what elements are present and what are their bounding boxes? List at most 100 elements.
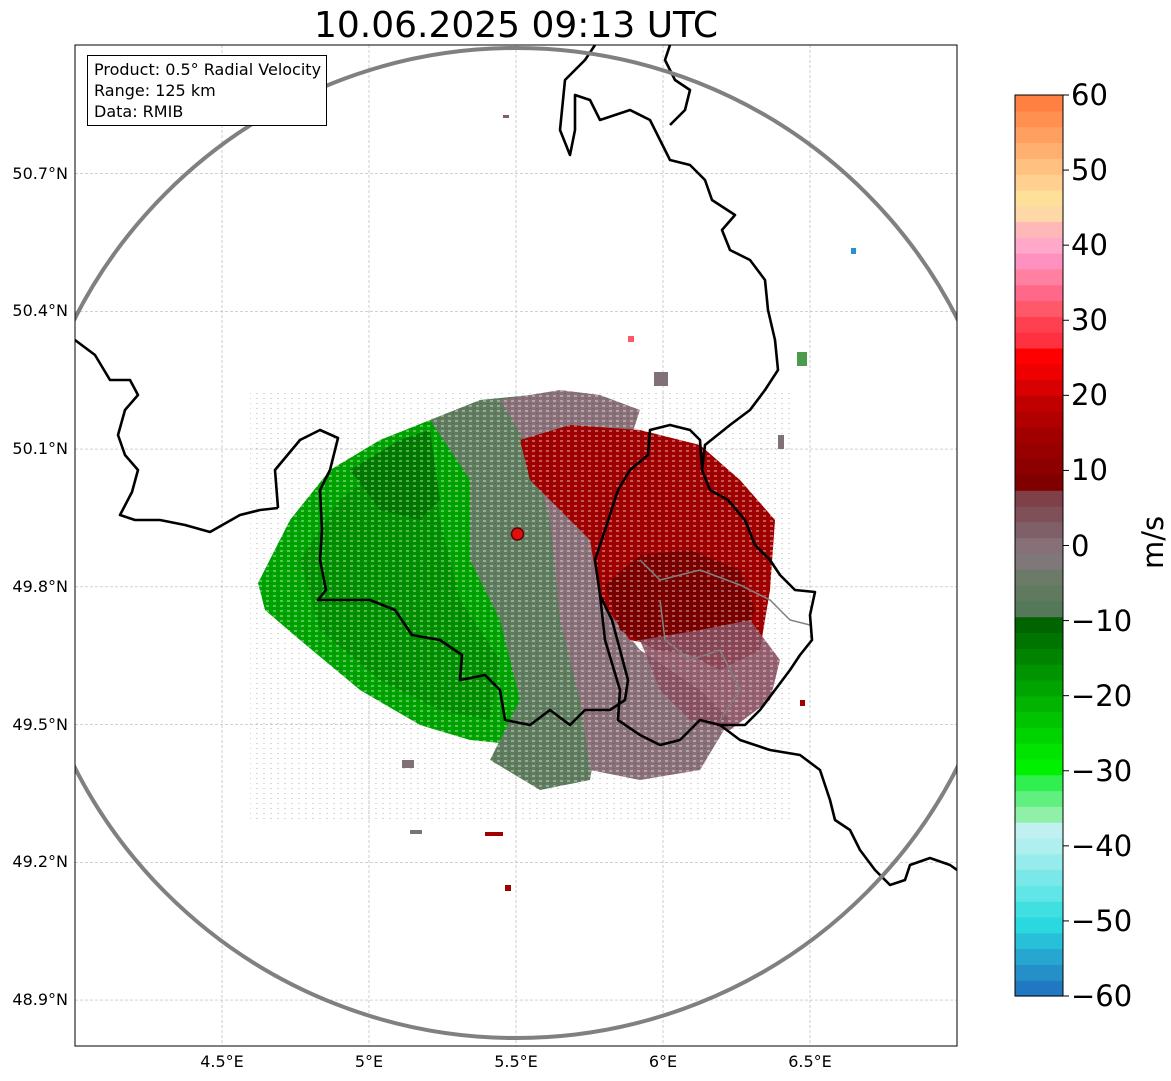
colorbar-step [1015,695,1063,713]
lat-tick-label: 49.2°N [12,852,68,872]
colorbar-step [1015,537,1063,555]
colorbar-step [1015,743,1063,760]
lat-tick-label: 48.9°N [12,990,68,1010]
colorbar-step [1015,426,1063,444]
echo-speckle [250,390,790,820]
lon-tick-label: 6°E [648,1052,678,1071]
colorbar-tick-label: 20 [1071,378,1108,413]
colorbar-tick-label: −10 [1071,603,1133,638]
borders-layer [75,45,957,1040]
colorbar-step [1015,395,1063,412]
colorbar-step [1015,363,1063,381]
colorbar-step [1015,505,1063,523]
country-border-north [75,338,279,534]
country-border-east [598,594,957,887]
colorbar-step [1015,806,1063,823]
colorbar-step [1015,332,1063,349]
colorbar-ticks [1063,94,1069,997]
map-frame [74,44,958,1047]
colorbar-step [1015,632,1063,649]
colorbar-step [1015,221,1063,238]
colorbar-step [1015,932,1063,950]
info-range: Range: 125 km [94,81,216,100]
colorbar-step [1015,189,1063,207]
colorbar-tick-label: −60 [1071,979,1133,1013]
colorbar-step [1015,727,1063,744]
colorbar-tick-label: −30 [1071,753,1133,788]
range-ring [75,46,957,1040]
colorbar-step [1015,316,1063,333]
colorbar-step [1015,948,1063,965]
colorbar-tick-label: 10 [1071,453,1108,488]
colorbar-step [1015,711,1063,728]
colorbar-step [1015,901,1063,918]
colorbar-step [1015,284,1063,302]
colorbar-tick-label: −50 [1071,903,1133,938]
colorbar-step [1015,585,1063,602]
lat-tick-label: 49.8°N [12,576,68,596]
map-title: 10.06.2025 09:13 UTC [313,5,719,46]
colorbar-step [1015,300,1063,317]
colorbar-step [1015,600,1063,618]
lon-tick-label: 5.5°E [494,1052,538,1071]
echo-fragment [778,435,784,449]
province-boundary [659,599,741,721]
colorbar-step [1015,347,1063,365]
colorbar-tick-label: 30 [1071,303,1108,338]
lon-tick-label: 4.5°E [200,1052,244,1071]
colorbar-tick-label: 60 [1071,78,1108,112]
colorbar-step [1015,110,1063,128]
echo-fragment [402,760,414,768]
colorbar-tick-label: −20 [1071,678,1133,713]
colorbar-step [1015,648,1063,665]
colorbar-step [1015,837,1063,855]
colorbar-tick-label: 0 [1071,528,1090,563]
colorbar-step [1015,790,1063,807]
colorbar-step [1015,379,1063,396]
colorbar-step [1015,126,1063,144]
colorbar-step [1015,758,1063,776]
colorbar-step [1015,411,1063,428]
echo-fragment [503,115,509,118]
colorbar-tick-label: −40 [1071,828,1133,863]
echo-fragment [800,700,805,706]
colorbar-step [1015,964,1063,981]
lat-tick-label: 49.5°N [12,714,68,734]
country-border-center [273,423,704,727]
echo-layer [250,115,856,891]
colorbar-tick-label: 40 [1071,228,1108,263]
echo-fragment [654,372,668,386]
colorbar-step [1015,916,1063,934]
colorbar-step [1015,553,1063,570]
lon-tick-label: 5°E [354,1052,384,1071]
colorbar-step [1015,869,1063,886]
echo-fragment [485,832,503,836]
lat-tick-label: 50.4°N [12,301,68,321]
colorbar-step [1015,521,1063,539]
echo-fragment [410,830,422,834]
colorbar-step [1015,616,1063,634]
colorbar [1015,95,1063,997]
colorbar-step [1015,205,1063,223]
colorbar-step [1015,490,1063,507]
colorbar-step [1015,474,1063,491]
echo-fragment [505,885,511,891]
colorbar-step [1015,142,1063,159]
colorbar-step [1015,569,1063,586]
colorbar-step [1015,885,1063,902]
lat-tick-label: 50.1°N [12,439,68,459]
colorbar-step [1015,174,1063,191]
colorbar-step [1015,237,1063,254]
country-border-northwest [663,45,692,126]
country-border-northeast [558,45,780,471]
colorbar-step [1015,442,1063,460]
info-product: Product: 0.5° Radial Velocity [94,60,322,79]
colorbar-step [1015,822,1063,839]
colorbar-step [1015,980,1063,997]
colorbar-step [1015,458,1063,475]
colorbar-unit-label: m/s [1136,515,1170,569]
colorbar-tick-label: 50 [1071,153,1108,188]
colorbar-step [1015,253,1063,270]
radar-site-marker [510,527,525,541]
